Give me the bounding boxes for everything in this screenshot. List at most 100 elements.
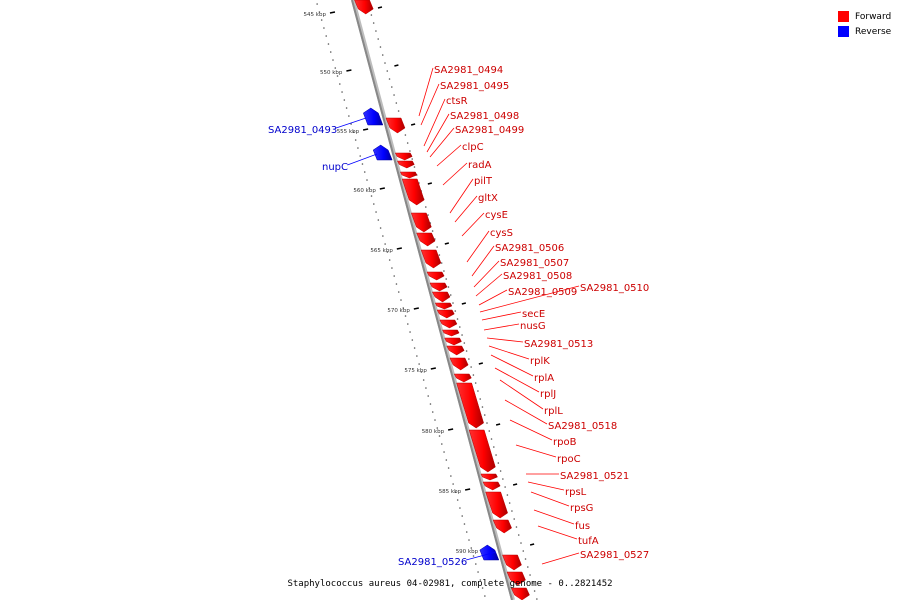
forward-gene-arrow[interactable]	[420, 249, 442, 269]
forward-gene-arrow[interactable]	[431, 291, 451, 303]
gene-label[interactable]: SA2981_0510	[580, 283, 649, 294]
ruler-dot	[479, 398, 482, 400]
leader-line	[479, 285, 580, 313]
forward-gene-arrow[interactable]	[385, 117, 406, 134]
ruler-dot	[504, 486, 506, 488]
ruler-dot	[379, 227, 382, 229]
forward-gene-arrow[interactable]	[456, 382, 484, 429]
ruler-dot	[341, 91, 343, 93]
gene-label[interactable]: nusG	[520, 321, 546, 332]
gene-label[interactable]: SA2981_0508	[503, 271, 572, 282]
gene-label[interactable]: rplK	[530, 356, 550, 367]
gene-label[interactable]: rpoC	[557, 454, 581, 465]
ruler-dot	[370, 195, 373, 197]
forward-gene-arrow[interactable]	[394, 152, 413, 161]
forward-gene-arrow[interactable]	[449, 357, 469, 371]
ruler-dot	[431, 230, 434, 232]
gene-label[interactable]: SA2981_0498	[450, 111, 519, 122]
forward-gene-arrow[interactable]	[410, 212, 432, 233]
gene-label[interactable]: cysS	[490, 228, 513, 239]
gene-label[interactable]: clpC	[462, 142, 484, 153]
forward-gene-arrow[interactable]	[453, 373, 472, 383]
gene-label[interactable]: SA2981_0493	[268, 125, 337, 136]
leader-line	[490, 354, 534, 377]
gene-label[interactable]: SA2981_0499	[455, 125, 524, 136]
forward-gene-arrow[interactable]	[399, 171, 418, 179]
gene-label[interactable]: SA2981_0507	[500, 258, 569, 269]
gene-label[interactable]: rpoB	[553, 437, 577, 448]
gene-label[interactable]: nupC	[322, 162, 348, 173]
forward-gene-arrow[interactable]	[468, 429, 496, 473]
gene-label[interactable]: rpsL	[565, 487, 587, 498]
gene-label[interactable]: rplA	[534, 373, 554, 384]
gene-label[interactable]: gltX	[478, 193, 498, 204]
gene-label[interactable]: cysE	[485, 210, 508, 221]
gene-label[interactable]: SA2981_0509	[508, 287, 577, 298]
forward-gene-arrow[interactable]	[354, 0, 374, 15]
ruler-dot	[407, 323, 409, 325]
gene-label[interactable]: SA2981_0527	[580, 550, 649, 561]
ruler-dot	[409, 150, 411, 152]
forward-gene-arrow[interactable]	[510, 587, 530, 601]
ruler-dot	[447, 286, 450, 288]
reverse-gene-arrow[interactable]	[479, 544, 500, 561]
ruler-dot	[449, 294, 452, 296]
forward-gene-arrow[interactable]	[492, 519, 512, 534]
reverse-gene-arrow[interactable]	[362, 107, 384, 126]
tick-mark	[529, 543, 535, 546]
gene-label[interactable]: SA2981_0518	[548, 421, 617, 432]
ruler-dot	[438, 435, 441, 437]
reverse-gene-arrow[interactable]	[372, 144, 393, 161]
forward-gene-arrow[interactable]	[485, 491, 508, 519]
ruler-dot	[366, 179, 368, 181]
forward-gene-arrow[interactable]	[434, 302, 453, 310]
gene-label[interactable]: SA2981_0526	[398, 557, 467, 568]
gene-label[interactable]: pilT	[474, 176, 493, 187]
leader-line	[426, 113, 450, 153]
ruler-dot	[391, 86, 393, 88]
gene-label[interactable]: rplJ	[540, 389, 556, 400]
forward-gene-arrow[interactable]	[482, 481, 501, 491]
forward-gene-arrow[interactable]	[397, 160, 415, 169]
gene-label[interactable]: rplL	[544, 406, 563, 417]
forward-gene-arrow[interactable]	[401, 178, 425, 206]
ruler-dot	[404, 134, 407, 136]
legend-item-reverse[interactable]: Reverse	[838, 24, 891, 39]
forward-gene-arrow[interactable]	[416, 232, 436, 247]
ruler-dot	[533, 590, 536, 592]
leader-line	[481, 311, 522, 321]
leader-line	[504, 399, 548, 425]
forward-gene-arrow[interactable]	[444, 337, 462, 346]
gene-label[interactable]: secE	[522, 309, 545, 320]
gene-label[interactable]: SA2981_0513	[524, 339, 593, 350]
ruler-dot	[384, 62, 386, 64]
forward-gene-arrow[interactable]	[439, 319, 458, 329]
ruler-dot	[395, 102, 398, 104]
ruler-dot	[375, 211, 377, 213]
gene-label[interactable]: ctsR	[446, 96, 468, 107]
ruler-dot	[529, 574, 531, 576]
forward-gene-arrow[interactable]	[429, 282, 448, 292]
leader-line	[471, 245, 495, 277]
gene-label[interactable]: fus	[575, 521, 590, 532]
ruler-dot	[441, 443, 443, 445]
legend-item-forward[interactable]: Forward	[838, 9, 891, 24]
forward-gene-arrow[interactable]	[426, 271, 445, 281]
gene-label[interactable]: tufA	[578, 536, 599, 547]
forward-gene-arrow[interactable]	[446, 345, 465, 356]
tick-mark	[377, 6, 383, 9]
tick-mark	[478, 362, 484, 365]
gene-label[interactable]: radA	[468, 160, 492, 171]
gene-label[interactable]: SA2981_0521	[560, 471, 629, 482]
forward-gene-arrow[interactable]	[436, 309, 455, 319]
gene-label[interactable]: SA2981_0494	[434, 65, 503, 76]
forward-gene-arrow[interactable]	[480, 473, 498, 481]
forward-gene-arrow[interactable]	[502, 554, 522, 571]
forward-gene-arrow[interactable]	[506, 571, 526, 586]
gene-label[interactable]: rpsG	[570, 503, 593, 514]
gene-label[interactable]: SA2981_0495	[440, 81, 509, 92]
forward-gene-arrow[interactable]	[442, 329, 460, 337]
ruler-dot	[427, 395, 430, 397]
gene-label[interactable]: SA2981_0506	[495, 243, 564, 254]
